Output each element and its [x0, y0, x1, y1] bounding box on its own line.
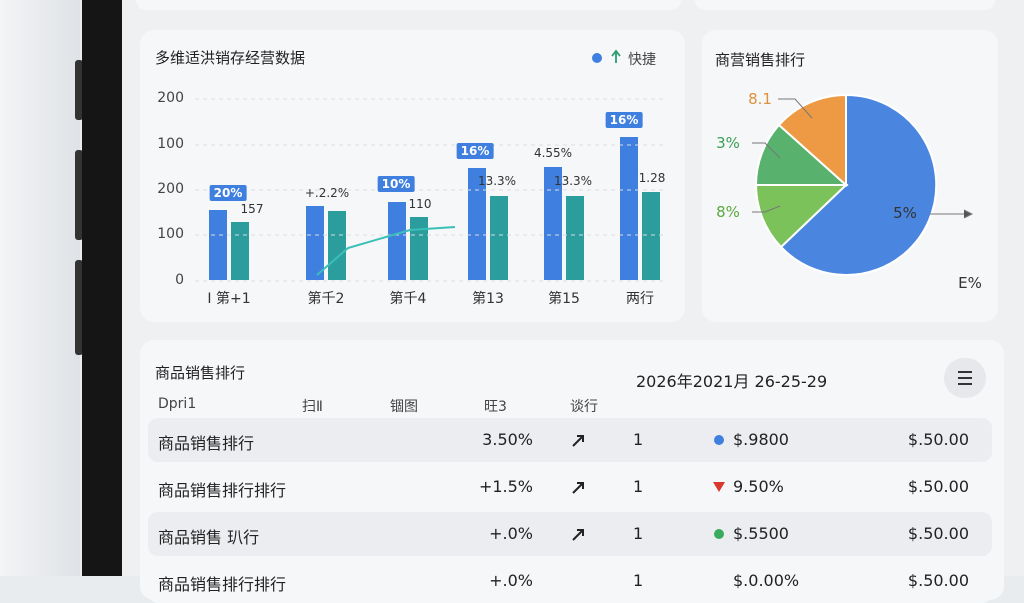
phone-button: [75, 260, 83, 355]
annotation: 1.28: [638, 171, 666, 185]
x-label: 第千2: [307, 291, 345, 307]
cell-name: 商品销售排行: [158, 434, 255, 453]
x-label: I 第+1: [207, 291, 251, 307]
table-header: 扫Ⅱ: [302, 399, 323, 415]
y-label: 200: [157, 90, 184, 106]
table-header: 锢图: [390, 399, 418, 415]
cell-name: 商品销售排行排行: [158, 481, 287, 500]
card: [136, 0, 681, 10]
table-date: 2026年2021月 26-25-29: [636, 372, 828, 391]
cell-change: 3.50%: [482, 430, 533, 449]
cell-change: +1.5%: [478, 477, 533, 496]
phone-button: [75, 60, 83, 120]
phone-bezel: [82, 0, 122, 576]
phone-button: [75, 150, 83, 240]
annotation: 13.3%: [553, 174, 593, 188]
pie-title: 商营销售排行: [715, 51, 806, 69]
annotation: 110: [408, 197, 432, 211]
y-label: 200: [157, 181, 184, 197]
x-label: 第13: [472, 291, 504, 307]
y-label: 0: [175, 272, 184, 288]
pie-label: 5%: [893, 204, 917, 222]
cell-rank: 1: [633, 571, 644, 590]
annotation: 157: [240, 202, 264, 216]
card: [695, 0, 995, 10]
cell-rank: 1: [633, 477, 644, 496]
cell-total: $.50.00: [907, 430, 969, 449]
table-row: [148, 418, 992, 462]
y-label: 100: [157, 136, 184, 152]
cell-total: $.50.00: [907, 571, 969, 590]
table-header: Dpri1: [158, 396, 197, 412]
background: [0, 0, 80, 576]
cell-total: $.50.00: [907, 524, 969, 543]
x-label: 两行: [626, 291, 654, 307]
cell-rank: 1: [633, 524, 644, 543]
cell-change: +.0%: [489, 524, 533, 543]
cell-price: $.0.00%: [733, 571, 800, 590]
y-label: 100: [157, 226, 184, 242]
badge: 10%: [377, 176, 415, 192]
badge: 16%: [605, 112, 643, 128]
annotation: 13.3%: [477, 174, 517, 188]
pie-label: 3%: [716, 134, 740, 152]
pie-card: [702, 30, 998, 322]
table-row: [148, 512, 992, 556]
pie-label: E%: [958, 274, 982, 292]
table-header: 旺3: [484, 399, 507, 415]
annotation: 4.55%: [533, 146, 573, 160]
menu-button[interactable]: [944, 358, 986, 398]
cell-total: $.50.00: [907, 477, 969, 496]
pie-label: 8.1: [748, 90, 772, 108]
chart-title: 多维适洪销存经营数据: [155, 49, 306, 67]
cell-price: $.9800: [733, 430, 789, 449]
legend-label: 快捷: [628, 52, 656, 68]
cell-name: 商品销售排行排行: [158, 575, 287, 594]
annotation: +.2.2%: [304, 186, 350, 200]
cell-price: 9.50%: [733, 477, 784, 496]
badge: 20%: [209, 185, 247, 201]
x-label: 第15: [548, 291, 580, 307]
table-row: [148, 465, 992, 509]
table-title: 商品销售排行: [155, 364, 246, 382]
cell-rank: 1: [633, 430, 644, 449]
cell-name: 商品销售 玐行: [158, 528, 260, 547]
pie-label: 8%: [716, 203, 740, 221]
table-header: 谈行: [570, 399, 598, 415]
x-label: 第千4: [389, 291, 427, 307]
badge: 16%: [456, 143, 494, 159]
cell-change: +.0%: [489, 571, 533, 590]
cell-price: $.5500: [733, 524, 789, 543]
